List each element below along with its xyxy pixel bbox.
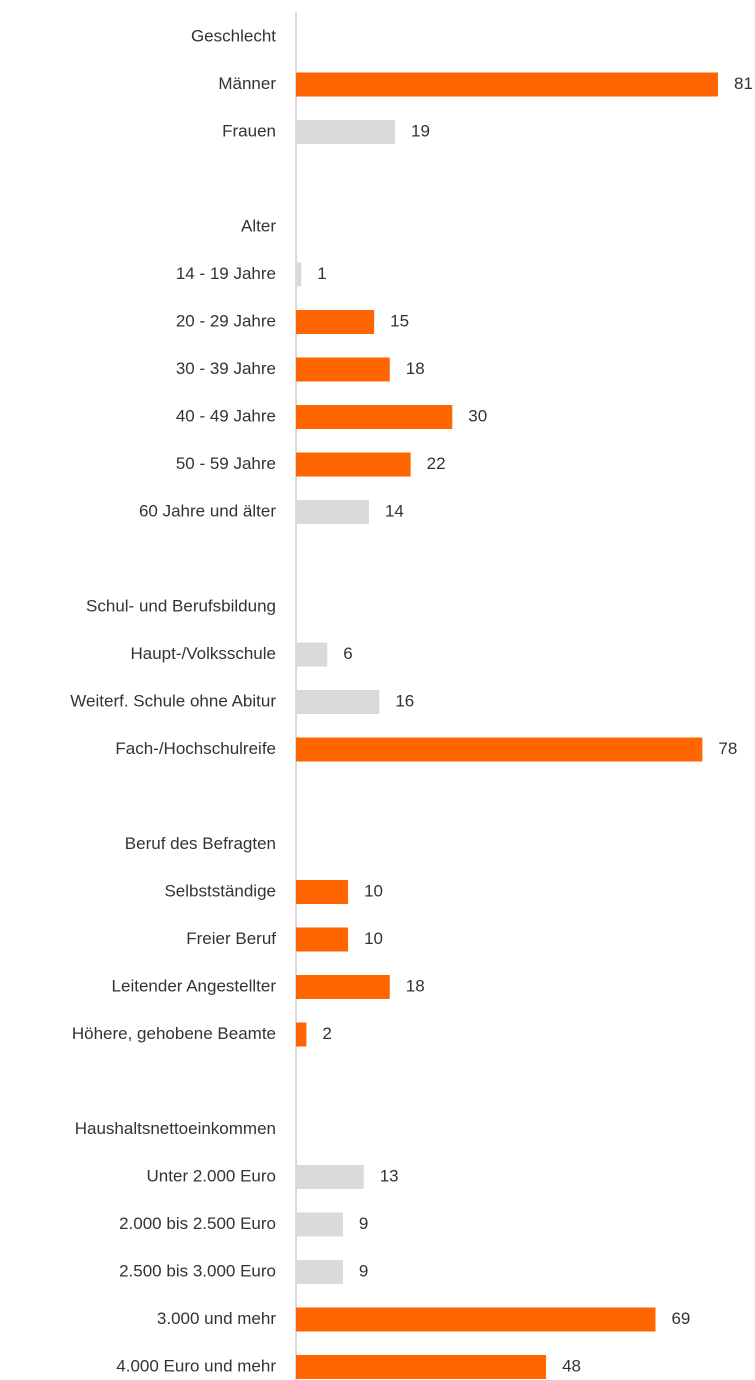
bar — [296, 1165, 364, 1189]
category-label: Unter 2.000 Euro — [147, 1166, 276, 1185]
value-label: 9 — [359, 1214, 368, 1233]
bar — [296, 500, 369, 524]
category-label: Selbstständige — [164, 881, 276, 900]
bar — [296, 120, 395, 144]
category-label: Leitender Angestellter — [112, 976, 277, 995]
value-label: 10 — [364, 929, 383, 948]
value-label: 2 — [322, 1024, 331, 1043]
bar — [296, 357, 390, 382]
category-label: 40 - 49 Jahre — [176, 406, 276, 425]
bar — [296, 927, 349, 952]
category-label: 30 - 39 Jahre — [176, 359, 276, 378]
value-label: 1 — [317, 264, 326, 283]
category-label: 20 - 29 Jahre — [176, 311, 276, 330]
bar — [296, 975, 390, 999]
bar — [296, 1307, 656, 1332]
group-header: Schul- und Berufsbildung — [86, 596, 276, 615]
bar — [296, 1260, 343, 1284]
value-label: 48 — [562, 1356, 581, 1375]
bar — [296, 262, 302, 287]
value-label: 22 — [427, 454, 446, 473]
value-label: 9 — [359, 1261, 368, 1280]
bar — [296, 310, 375, 334]
value-label: 69 — [671, 1309, 690, 1328]
group-header: Geschlecht — [191, 26, 276, 45]
bar — [296, 690, 380, 714]
category-label: Frauen — [222, 121, 276, 140]
value-label: 16 — [395, 691, 414, 710]
value-label: 6 — [343, 644, 352, 663]
value-label: 14 — [385, 501, 404, 520]
group-header: Haushaltsnettoeinkommen — [75, 1119, 276, 1138]
category-label: 60 Jahre und älter — [139, 501, 276, 520]
category-label: Fach-/Hochschulreife — [115, 739, 276, 758]
bar — [296, 880, 349, 904]
value-label: 15 — [390, 311, 409, 330]
bar — [296, 452, 411, 477]
value-label: 19 — [411, 121, 430, 140]
bar — [296, 1355, 547, 1379]
value-label: 30 — [468, 406, 487, 425]
category-label: 2.000 bis 2.500 Euro — [119, 1214, 276, 1233]
value-label: 10 — [364, 881, 383, 900]
category-label: 3.000 und mehr — [157, 1309, 276, 1328]
bar — [296, 405, 453, 429]
bar — [296, 642, 328, 667]
bar — [296, 737, 703, 762]
category-label: Freier Beruf — [186, 929, 276, 948]
value-label: 13 — [380, 1166, 399, 1185]
value-label: 18 — [406, 359, 425, 378]
bar — [296, 1022, 307, 1047]
category-label: 50 - 59 Jahre — [176, 454, 276, 473]
group-header: Alter — [241, 216, 276, 235]
category-label: Weiterf. Schule ohne Abitur — [70, 691, 276, 710]
group-header: Beruf des Befragten — [125, 834, 276, 853]
category-label: Höhere, gehobene Beamte — [72, 1024, 276, 1043]
value-label: 81 — [734, 74, 753, 93]
category-label: Männer — [218, 74, 276, 93]
value-label: 18 — [406, 976, 425, 995]
bar — [296, 72, 718, 97]
category-label: 14 - 19 Jahre — [176, 264, 276, 283]
bar — [296, 1212, 343, 1237]
value-label: 78 — [718, 739, 737, 758]
category-label: 2.500 bis 3.000 Euro — [119, 1261, 276, 1280]
category-label: Haupt-/Volksschule — [130, 644, 276, 663]
category-label: 4.000 Euro und mehr — [116, 1356, 276, 1375]
